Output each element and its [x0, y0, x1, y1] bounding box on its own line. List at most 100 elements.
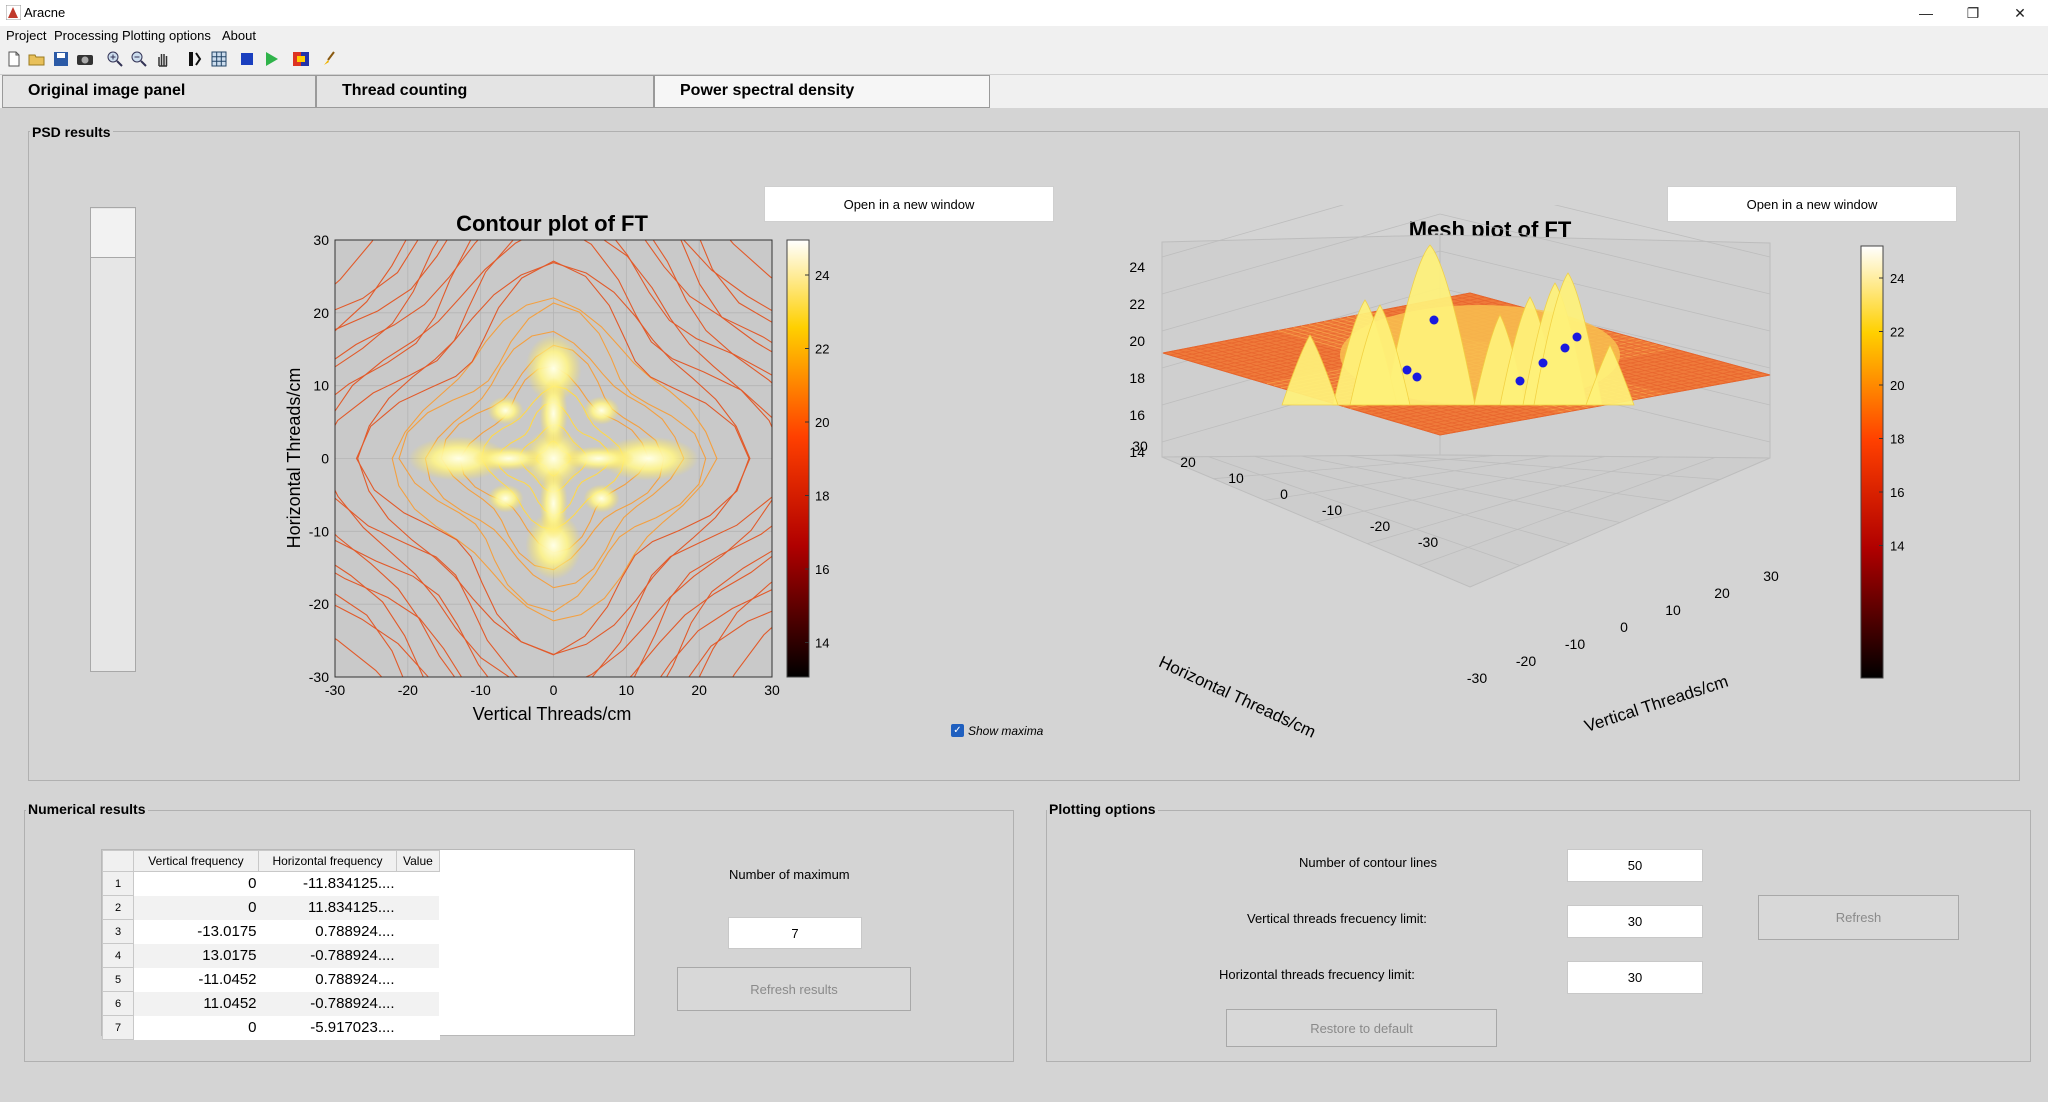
cell-value[interactable]: [397, 968, 440, 992]
vertical-limit-input[interactable]: 30: [1567, 905, 1703, 938]
mesh-right-tick-label: -10: [1565, 636, 1585, 652]
brush-icon[interactable]: [320, 50, 338, 68]
contour-colorbar-label: 20: [815, 415, 829, 430]
refresh-button[interactable]: Refresh: [1758, 895, 1959, 940]
tab-thread-counting[interactable]: Thread counting: [316, 75, 654, 108]
cell-value[interactable]: [396, 895, 440, 920]
contour-ytick-label: 0: [321, 451, 329, 467]
results-table-container[interactable]: Vertical frequency Horizontal frequency …: [101, 849, 635, 1040]
contour-ylabel: Horizontal Threads/cm: [284, 368, 304, 549]
menu-project[interactable]: Project: [6, 28, 47, 43]
open-folder-icon[interactable]: [28, 50, 46, 68]
row-number: 3: [102, 919, 134, 944]
contour-xtick-label: 20: [691, 682, 707, 698]
tab-power-spectral-density[interactable]: Power spectral density: [654, 75, 990, 108]
tab-original-image-panel[interactable]: Original image panel: [2, 75, 316, 108]
table-row[interactable]: 6 11.0452 -0.788924....: [102, 991, 440, 1016]
table-row[interactable]: 7 0 -5.917023....: [102, 1015, 440, 1040]
mesh-ztick-label: 24: [1129, 259, 1145, 275]
cell-vertical[interactable]: 0: [133, 895, 259, 920]
zoom-in-icon[interactable]: [106, 50, 124, 68]
row-number: 2: [102, 895, 134, 920]
cell-horizontal[interactable]: 0.788924....: [315, 971, 395, 988]
vertical-slider[interactable]: [90, 207, 136, 672]
grid-icon[interactable]: [210, 50, 228, 68]
camera-icon[interactable]: [76, 50, 94, 68]
save-icon[interactable]: [52, 50, 70, 68]
cell-horizontal[interactable]: 11.834125....: [258, 895, 397, 920]
table-row[interactable]: 1 0 -11.834125....: [102, 871, 440, 896]
menu-about[interactable]: About: [222, 28, 256, 43]
contour-peak: [562, 446, 635, 471]
mesh-peak: [1533, 272, 1603, 406]
show-maxima-checkbox[interactable]: ✓: [951, 724, 964, 737]
mesh-left-tick-label: 0: [1280, 486, 1288, 502]
new-file-icon[interactable]: [5, 50, 23, 68]
mesh-peak: [1384, 244, 1476, 406]
number-of-maximum-input[interactable]: 7: [728, 917, 862, 949]
contour-line: [335, 240, 772, 677]
contour-colorbar-label: 14: [815, 636, 829, 651]
restore-button[interactable]: ❐: [1966, 4, 1980, 21]
contour-peak: [487, 396, 524, 425]
colorbar-icon[interactable]: [292, 50, 310, 68]
open-contour-window-button[interactable]: Open in a new window: [764, 186, 1054, 222]
pan-hand-icon[interactable]: [154, 50, 172, 68]
mesh-maximum-marker: [1412, 372, 1422, 382]
horizontal-limit-input[interactable]: 30: [1567, 961, 1703, 994]
restore-default-button[interactable]: Restore to default: [1226, 1009, 1497, 1047]
minimize-button[interactable]: —: [1919, 5, 1933, 21]
column-header-horizontal[interactable]: Horizontal frequency: [258, 850, 397, 872]
mesh-ztick-label: 20: [1129, 333, 1145, 349]
refresh-results-button[interactable]: Refresh results: [677, 967, 911, 1011]
cell-horizontal[interactable]: -0.788924....: [258, 991, 397, 1016]
cell-vertical[interactable]: 11.0452: [133, 991, 259, 1016]
contour-lines-input[interactable]: 50: [1567, 849, 1703, 882]
cell-value[interactable]: [396, 991, 440, 1016]
cell-horizontal[interactable]: 0.788924....: [315, 923, 395, 940]
slider-thumb[interactable]: [91, 209, 135, 258]
cell-vertical[interactable]: -13.0175: [197, 923, 257, 940]
contour-ytick-label: -30: [309, 669, 329, 685]
table-row[interactable]: 3 -13.0175 0.788924....: [102, 919, 440, 944]
cell-value[interactable]: [397, 1016, 440, 1040]
cell-vertical[interactable]: 0: [248, 1019, 257, 1036]
mesh-right-tick-label: 30: [1763, 568, 1779, 584]
menu-plotting-options[interactable]: Plotting options: [122, 28, 211, 43]
close-button[interactable]: ✕: [2014, 4, 2026, 21]
cell-value[interactable]: [397, 920, 440, 944]
cell-value[interactable]: [396, 943, 440, 968]
mesh-right-tick-label: 10: [1665, 602, 1681, 618]
mesh-left-tick-label: 30: [1132, 438, 1148, 454]
cell-vertical[interactable]: 13.0175: [133, 943, 259, 968]
column-header-value[interactable]: Value: [396, 850, 440, 872]
mesh-right-tick-label: 20: [1714, 585, 1730, 601]
cell-vertical[interactable]: -11.0452: [198, 971, 257, 988]
contour-line: [391, 297, 718, 622]
mesh-xlabel: Vertical Threads/cm: [1582, 672, 1730, 736]
table-row[interactable]: 5 -11.0452 0.788924....: [102, 967, 440, 992]
contour-colorbar-label: 24: [815, 268, 829, 283]
play-icon[interactable]: [262, 50, 280, 68]
cell-horizontal[interactable]: -5.917023....: [310, 1019, 395, 1036]
contour-line: [335, 240, 772, 677]
contour-line: [357, 262, 751, 655]
contour-colorbar-label: 22: [815, 342, 829, 357]
data-cursor-icon[interactable]: [186, 50, 204, 68]
row-number: 6: [102, 991, 134, 1016]
column-header-vertical[interactable]: Vertical frequency: [133, 850, 259, 872]
contour-xtick-label: 10: [619, 682, 635, 698]
psd-results-title: PSD results: [30, 124, 113, 140]
table-row[interactable]: 2 0 11.834125....: [102, 895, 440, 920]
table-row[interactable]: 4 13.0175 -0.788924....: [102, 943, 440, 968]
cell-horizontal[interactable]: -11.834125....: [303, 875, 395, 893]
cell-horizontal[interactable]: -0.788924....: [258, 943, 397, 968]
cell-vertical[interactable]: 0: [248, 875, 257, 893]
menu-processing[interactable]: Processing: [54, 28, 119, 43]
zoom-out-icon[interactable]: [130, 50, 148, 68]
cell-value[interactable]: [397, 872, 440, 896]
open-mesh-window-button[interactable]: Open in a new window: [1667, 186, 1957, 222]
contour-ytick-label: 20: [313, 305, 329, 321]
contour-peak: [523, 428, 584, 489]
blue-square-icon[interactable]: [238, 50, 256, 68]
